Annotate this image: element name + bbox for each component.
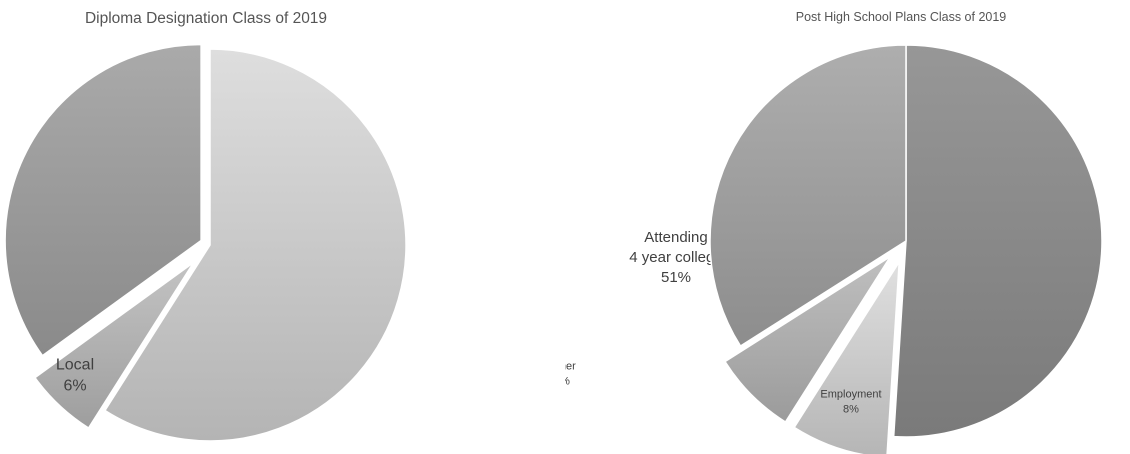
plans-pie: Attending 4 year college 51% Employment 8% Ot… [565, 44, 1103, 454]
pie-slice-employment [793, 261, 900, 454]
pie-slice-attending-2-year-college [709, 44, 907, 348]
diploma-designation-chart: Diploma Designation Class of 2019 Regent… [4, 10, 407, 442]
pie-slice-other [723, 255, 892, 424]
diploma-pie: Regents withAdvancedDesignation59%Local6… [4, 43, 407, 442]
slice-value-label: 51% [661, 269, 691, 286]
chart-title: Post High School Plans Class of 2019 [795, 10, 1007, 24]
slice-label-local: Local 6% [56, 357, 94, 395]
slice-value-label: 6% [63, 378, 86, 395]
slice-name-label: Other [565, 361, 576, 373]
slice-label-attending-4-year-college: Attending 4 year college 51% [629, 229, 722, 286]
post-high-school-plans-chart: Post High School Plans Class of 2019 Att… [565, 0, 1130, 454]
slice-label-employment: Employment 8% [820, 389, 881, 416]
pie-slice-local [33, 261, 195, 430]
chart-title: Diploma Designation Class of 2019 [84, 10, 328, 27]
slice-value-label: 7% [565, 376, 570, 388]
slice-value-label: 8% [843, 404, 859, 416]
slice-name-label: Employment [820, 389, 881, 401]
slice-name-label: 4 year college [629, 249, 722, 266]
slice-label-other: Other 7% [565, 361, 576, 388]
pie-slice-regents-with-advanced-designation [103, 48, 407, 442]
slice-name-label: Local [56, 357, 94, 374]
pie-slice-attending-4-year-college [892, 44, 1103, 438]
slice-name-label: Attending [644, 229, 707, 246]
pie-slice-regents [4, 43, 202, 357]
